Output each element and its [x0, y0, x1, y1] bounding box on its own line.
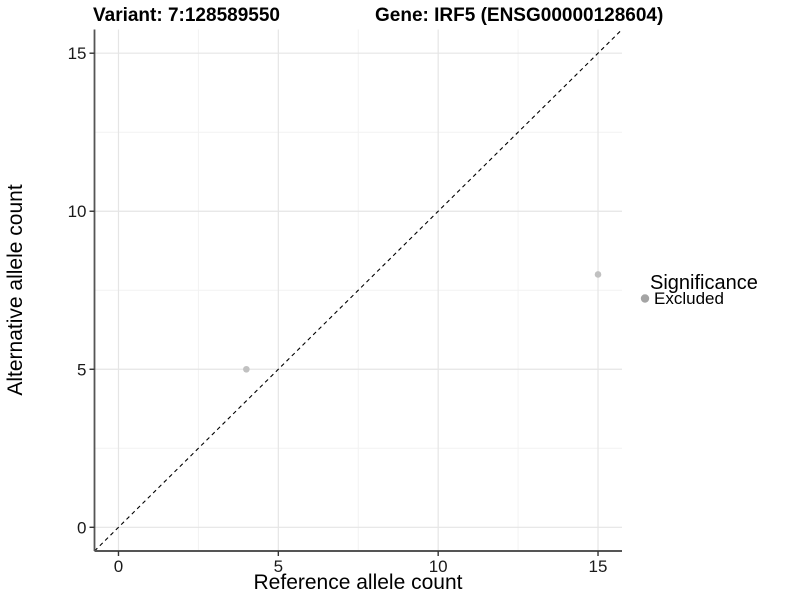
x-tick-label: 15 — [589, 557, 608, 576]
legend: Significance Excluded — [640, 272, 758, 308]
axis-lines-group — [93, 29, 622, 552]
legend-item-label: Excluded — [654, 289, 724, 308]
legend-key-dot — [640, 294, 650, 303]
y-tick-label: 10 — [68, 202, 87, 221]
y-tick-label: 5 — [77, 360, 86, 379]
identity-line-group — [94, 29, 623, 552]
data-point — [243, 365, 250, 373]
x-tick-label: 0 — [114, 557, 123, 576]
x-tick-label: 5 — [274, 557, 283, 576]
y-axis-title: Alternative allele count — [4, 184, 27, 395]
data-points-group — [243, 271, 602, 373]
tick-marks-group — [89, 52, 599, 556]
plot-title-gene: Gene: IRF5 (ENSG00000128604) — [375, 5, 663, 26]
y-tick-label: 0 — [77, 518, 86, 537]
x-tick-label: 10 — [429, 557, 448, 576]
y-tick-label: 15 — [68, 44, 87, 63]
tick-labels-group: 0 5 10 15 0 5 10 15 — [68, 44, 608, 576]
grid-major-group — [94, 29, 622, 551]
legend-title: Significance — [650, 272, 758, 294]
x-axis-title: Reference allele count — [254, 571, 463, 594]
identity-dashed-line — [94, 29, 623, 552]
plot-title-variant: Variant: 7:128589550 — [93, 5, 280, 26]
data-point — [594, 271, 602, 278]
